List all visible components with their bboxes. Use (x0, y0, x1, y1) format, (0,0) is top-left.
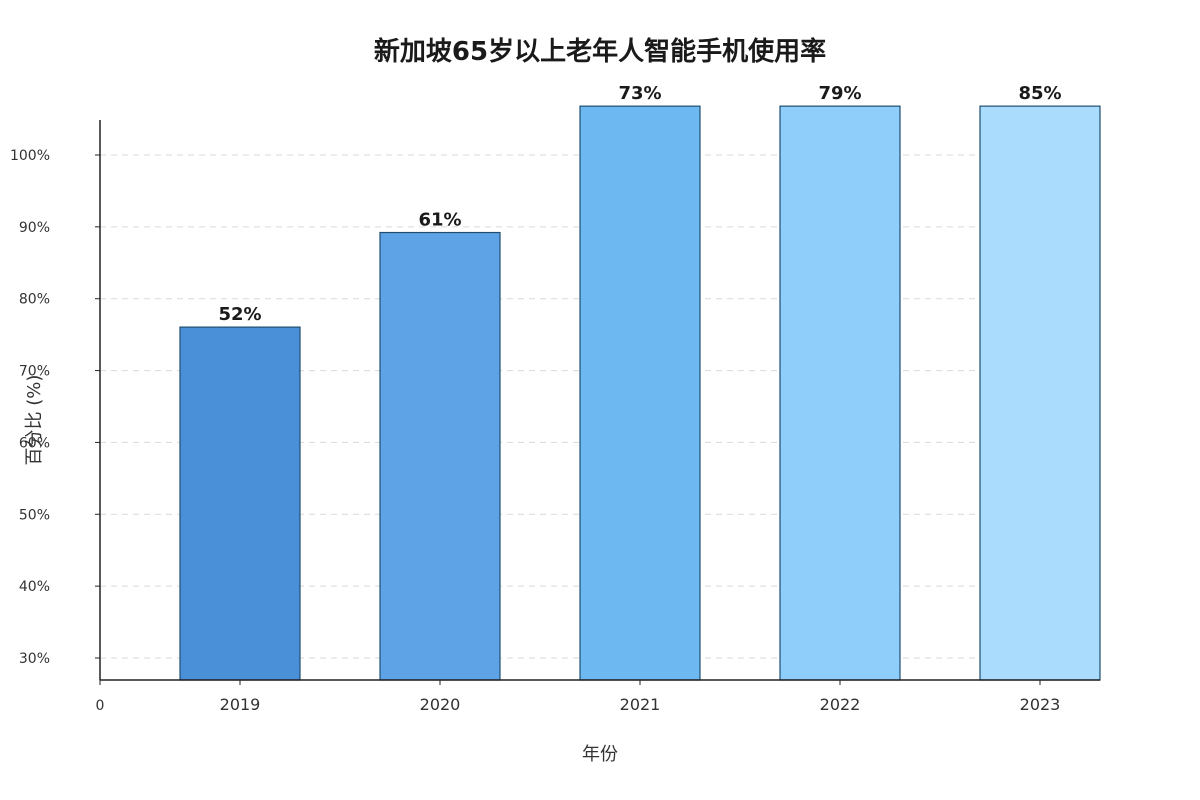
bar-2020 (379, 231, 501, 681)
x-axis-title: 年份 (582, 744, 618, 765)
y-tick-label: 70% (19, 364, 50, 380)
bar-2019 (179, 326, 301, 681)
labels: 30% 40% 50% 60% 70% 80% 90% 100% 52% 2019 61% 2020 7… (10, 83, 1062, 714)
bars (179, 105, 1101, 681)
data-label-2021: 73% (618, 83, 661, 104)
y-tick-label: 80% (19, 292, 50, 308)
y-tick-label: 100% (10, 148, 50, 164)
x-tick-label: 2023 (1020, 695, 1061, 714)
y-axis-title: 百分比 (%) (24, 375, 45, 466)
x-tick-label: 2021 (620, 695, 661, 714)
y-tick-label: 50% (19, 507, 50, 523)
bar-2023 (979, 105, 1101, 681)
data-label-2022: 79% (818, 83, 861, 104)
x-tick-label: 2019 (220, 695, 261, 714)
y-tick-label: 30% (19, 651, 50, 667)
x-tick-label: 2022 (820, 695, 861, 714)
origin-label: 0 (96, 698, 105, 714)
data-label-2019: 52% (218, 304, 261, 325)
chart-title: 新加坡65岁以上老年人智能手机使用率 (374, 36, 826, 67)
data-label-2023: 85% (1018, 83, 1061, 104)
y-tick-label: 40% (19, 579, 50, 595)
y-tick-label: 90% (19, 220, 50, 236)
y-tick-label: 60% (19, 435, 50, 451)
bar-2022 (779, 105, 901, 681)
axes (95, 120, 1100, 685)
bar-2021 (579, 105, 701, 681)
data-label-2020: 61% (418, 210, 461, 231)
x-tick-label: 2020 (420, 695, 461, 714)
